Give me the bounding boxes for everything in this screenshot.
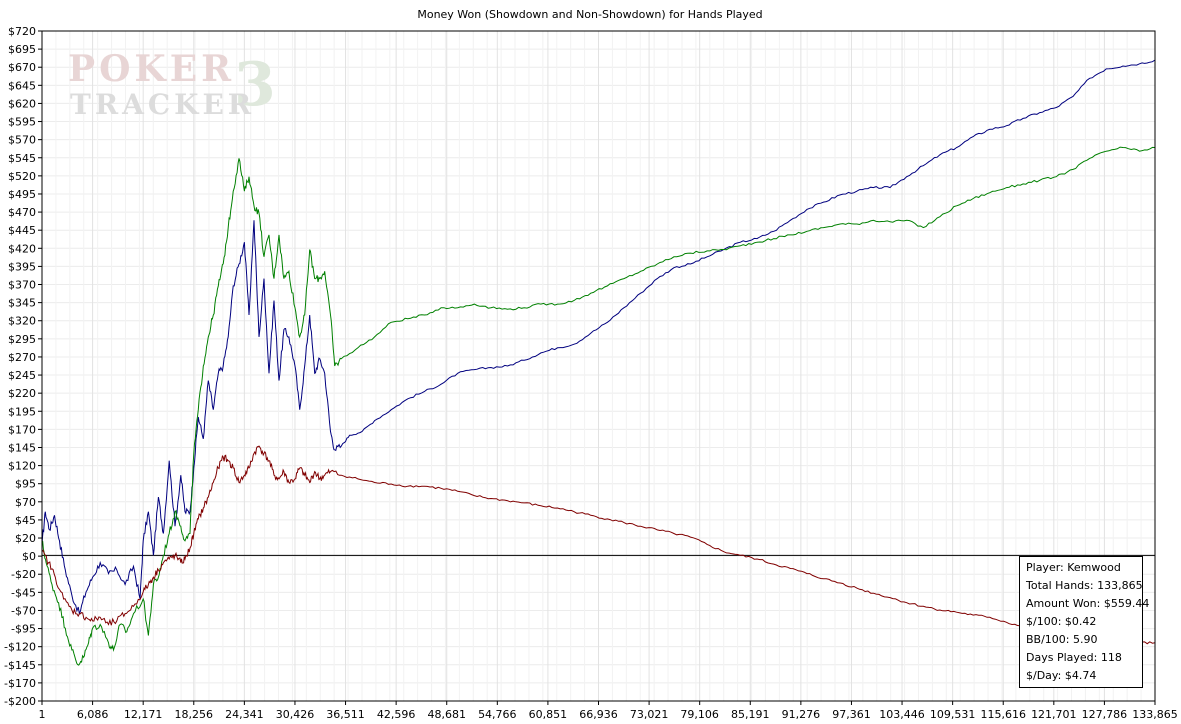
x-tick-label: 115,616 [980,708,1026,721]
y-tick-label: $620 [8,97,36,110]
y-tick-label: $270 [8,351,36,364]
stat-player: Player: Kemwood [1026,561,1121,574]
y-tick-label: $320 [8,315,36,328]
x-tick-label: 121,701 [1031,708,1077,721]
y-tick-label: -$145 [4,659,36,672]
y-tick-label: $195 [8,405,36,418]
y-tick-label: $495 [8,188,36,201]
y-tick-label: $70 [15,496,36,509]
y-tick-label: $245 [8,369,36,382]
y-tick-label: $470 [8,206,36,219]
x-tick-label: 133,865 [1132,708,1178,721]
x-tick-label: 30,426 [276,708,315,721]
x-tick-label: 73,021 [630,708,669,721]
chart-grid [41,30,1156,702]
y-tick-label: -$70 [11,604,36,617]
y-tick-label: -$95 [11,623,36,636]
y-tick-label: $670 [8,61,36,74]
y-tick-label: $295 [8,333,36,346]
x-tick-label: 85,191 [731,708,770,721]
x-tick-label: 91,276 [782,708,821,721]
y-tick-label: -$120 [4,641,36,654]
y-tick-label: $0 [22,550,36,563]
y-tick-label: $520 [8,170,36,183]
y-tick-label: $570 [8,134,36,147]
y-tick-label: $370 [8,279,36,292]
x-axis: 1 6,086 12,171 18,256 24,341 30,426 36,511 42,5… [39,701,1178,721]
y-axis: $720 $695 $670 $645 $620 $595 $570 $545 $520 $495… [4,25,42,708]
y-tick-label: -$200 [4,695,36,708]
y-tick-label: $695 [8,43,36,56]
stat-per-100: $/100: $0.42 [1026,615,1097,628]
y-tick-label: $445 [8,224,36,237]
y-tick-label: $170 [8,423,36,436]
x-tick-label: 48,681 [427,708,466,721]
y-tick-label: $95 [15,478,36,491]
x-tick-label: 36,511 [326,708,365,721]
y-tick-label: $120 [8,460,36,473]
x-tick-label: 42,596 [377,708,416,721]
stat-amount-won: Amount Won: $559.44 [1026,597,1150,610]
series-lines [41,59,1156,666]
x-tick-label: 97,361 [832,708,871,721]
y-tick-label: $45 [15,514,36,527]
series-line-1 [41,59,1156,616]
y-tick-label: -$20 [11,568,36,581]
y-tick-label: $220 [8,387,36,400]
y-tick-label: $345 [8,297,36,310]
x-tick-label: 6,086 [77,708,109,721]
x-tick-label: 103,446 [879,708,925,721]
y-tick-label: $145 [8,441,36,454]
x-tick-label: 1 [39,708,46,721]
x-tick-label: 66,936 [579,708,618,721]
chart-title: Money Won (Showdown and Non-Showdown) fo… [417,8,762,21]
player-stats-box: Player: Kemwood Total Hands: 133,865 Amo… [1019,556,1150,688]
y-tick-label: $420 [8,242,36,255]
x-tick-label: 54,766 [478,708,517,721]
y-tick-label: $595 [8,116,36,129]
x-tick-label: 127,786 [1082,708,1128,721]
y-tick-label: $720 [8,25,36,38]
stat-per-day: $/Day: $4.74 [1026,669,1097,682]
stat-days-played: Days Played: 118 [1026,651,1122,664]
x-tick-label: 18,256 [175,708,214,721]
series-line-2 [41,146,1156,666]
series-line-3 [41,445,1156,645]
x-tick-label: 79,106 [680,708,719,721]
y-tick-label: -$170 [4,677,36,690]
stat-total-hands: Total Hands: 133,865 [1026,579,1143,592]
y-tick-label: $20 [15,532,36,545]
x-tick-label: 24,341 [225,708,264,721]
y-tick-label: $645 [8,79,36,92]
y-tick-label: -$45 [11,586,36,599]
x-tick-label: 60,851 [529,708,568,721]
stat-bb-100: BB/100: 5.90 [1026,633,1098,646]
x-tick-label: 109,531 [930,708,976,721]
y-tick-label: $545 [8,152,36,165]
x-tick-label: 12,171 [124,708,163,721]
y-tick-label: $395 [8,260,36,273]
plot-border [41,30,1156,702]
